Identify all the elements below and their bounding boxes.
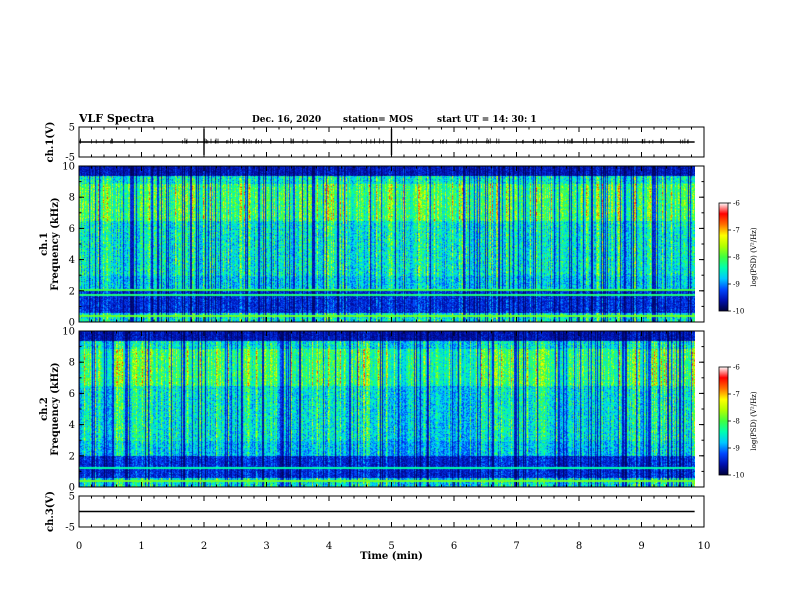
colorbar-tick-label: -8	[733, 254, 740, 262]
x-tick-label: 1	[138, 541, 144, 552]
y-tick-label: -5	[65, 523, 75, 534]
colorbar-tick-label: -7	[733, 227, 740, 235]
x-axis-title: Time (min)	[360, 551, 423, 562]
x-tick-label: 8	[576, 541, 582, 552]
y-axis-label: Frequency (kHz)	[50, 362, 61, 455]
x-tick-label: 6	[451, 541, 457, 552]
x-tick-label: 10	[698, 541, 711, 552]
y-tick-label: 6	[69, 224, 75, 235]
x-tick-label: 4	[326, 541, 332, 552]
colorbar-tick-label: -10	[733, 472, 744, 480]
start-time-label: start UT = 14: 30: 1	[437, 115, 537, 125]
ch2-spectrogram-image	[79, 331, 695, 487]
y-axis-label: ch.1(V)	[45, 121, 56, 162]
date-label: Dec. 16, 2020	[252, 115, 322, 125]
colorbar-tick-label: -10	[733, 308, 744, 316]
x-tick-label: 9	[638, 541, 644, 552]
ch1-spectrogram-image	[79, 166, 695, 322]
colorbar-label: log(PSD) (V²/Hz)	[750, 391, 758, 450]
y-tick-label: 10	[62, 327, 75, 338]
colorbar-tick-label: -9	[733, 445, 740, 453]
y-axis-label: ch.2	[39, 397, 50, 421]
y-axis-label: ch.1	[39, 232, 50, 256]
x-tick-label: 7	[513, 541, 519, 552]
y-tick-label: 2	[69, 286, 75, 297]
x-tick-label: 5	[388, 541, 394, 552]
y-tick-label: 8	[69, 358, 75, 369]
x-tick-label: 0	[76, 541, 82, 552]
figure-title: VLF Spectra	[79, 112, 155, 125]
colorbar-tick-label: -9	[733, 281, 740, 289]
x-tick-label: 2	[201, 541, 207, 552]
y-tick-label: 8	[69, 193, 75, 204]
y-tick-label: -5	[65, 153, 75, 164]
y-axis-label: Frequency (kHz)	[50, 197, 61, 290]
colorbar-tick-label: -6	[733, 200, 740, 208]
colorbar-tick-label: -6	[733, 364, 740, 372]
x-tick-label: 3	[263, 541, 269, 552]
y-tick-label: 6	[69, 389, 75, 400]
y-tick-label: 10	[62, 162, 75, 173]
y-tick-label: 4	[69, 420, 75, 431]
y-tick-label: 2	[69, 451, 75, 462]
colorbar-tick-label: -8	[733, 418, 740, 426]
y-tick-label: 4	[69, 255, 75, 266]
y-tick-label: 0	[69, 318, 75, 329]
y-tick-label: 0	[69, 483, 75, 494]
colorbar	[718, 202, 729, 312]
colorbar	[718, 366, 729, 476]
y-tick-label: 5	[69, 123, 75, 134]
station-label: station= MOS	[343, 115, 414, 125]
colorbar-label: log(PSD) (V²/Hz)	[750, 227, 758, 286]
y-axis-label: ch.3(V)	[45, 491, 56, 532]
y-tick-label: 5	[69, 492, 75, 503]
colorbar-tick-label: -7	[733, 391, 740, 399]
